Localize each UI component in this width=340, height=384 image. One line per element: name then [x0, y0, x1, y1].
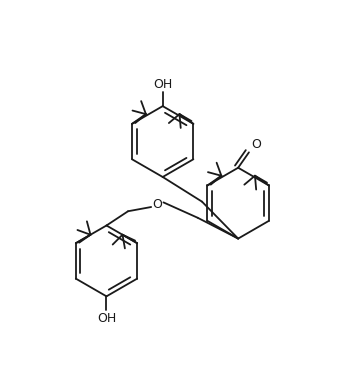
Text: O: O — [152, 198, 162, 211]
Text: OH: OH — [97, 312, 116, 325]
Text: OH: OH — [153, 78, 172, 91]
Text: O: O — [251, 138, 261, 151]
